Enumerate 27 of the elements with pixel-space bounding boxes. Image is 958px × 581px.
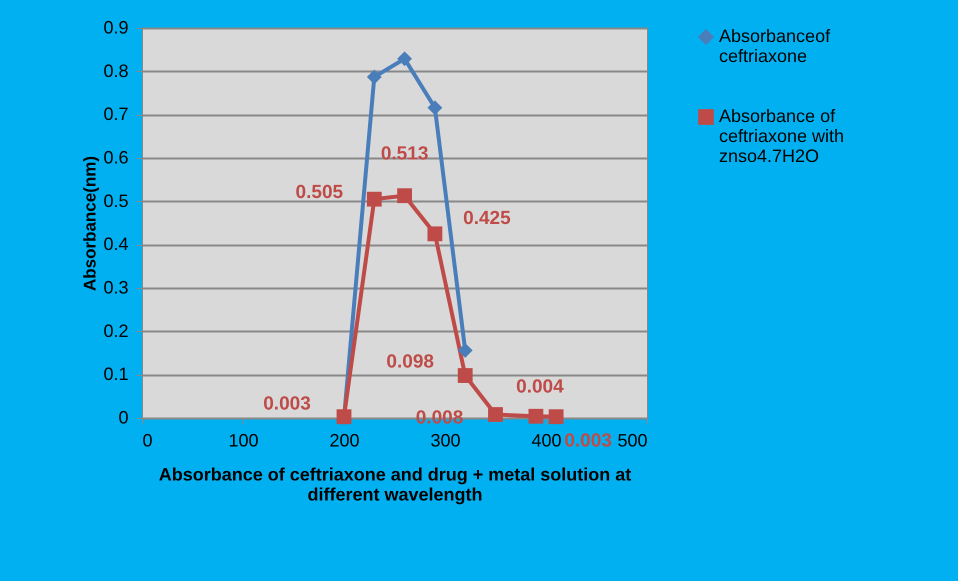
x-tick-label: 0 [142,430,153,450]
data-label: 0.425 [463,208,512,229]
data-label: 0.098 [386,352,434,373]
y-axis-title: Absorbance(nm) [80,156,100,292]
y-tick-label: 0.2 [103,320,128,341]
y-tick-label: 0 [118,408,128,428]
y-tick-label: 0.5 [103,190,128,211]
y-tick-label: 0.3 [103,278,128,298]
y-tick-label: 0.7 [103,104,128,124]
x-tick-label: 400 [531,430,562,450]
x-tick-label: 300 [430,430,461,450]
data-label: 0.505 [296,182,344,204]
x-tick-label: 200 [329,430,360,450]
x-axis-title: Absorbance of ceftriaxone and drug + metal solution at different wavelength [158,464,632,504]
x-tick-label: 100 [228,430,259,450]
y-tick-label: 0.1 [103,364,128,384]
x-tick-label: 500 [617,430,648,450]
data-label: 0.003 [564,430,612,452]
data-label: 0.008 [416,408,464,429]
y-tick-label: 0.6 [103,148,128,168]
y-tick-label: 0.4 [103,234,128,254]
y-tick-label: 0.9 [103,18,128,38]
legend-label: Absorbance of ceftriaxone with znso4.7H2O [719,106,844,166]
data-label: 0.004 [516,376,564,398]
legend-label: Absorbanceof ceftriaxone [719,26,832,66]
y-tick-label: 0.8 [103,60,128,81]
data-label: 0.003 [263,394,311,415]
